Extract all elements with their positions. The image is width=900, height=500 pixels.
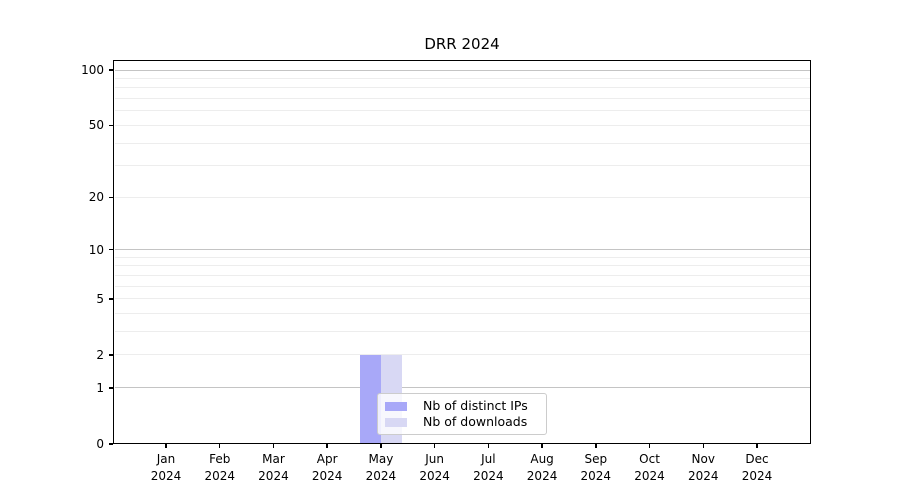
minor-gridline	[115, 98, 810, 100]
legend-swatch-distinct-ips-icon	[385, 401, 407, 411]
x-tick-mark	[165, 444, 167, 448]
y-tick-label: 20	[88, 190, 104, 205]
minor-gridline	[115, 354, 810, 356]
x-tick-mark	[756, 444, 758, 448]
x-tick-mark	[487, 444, 490, 448]
x-tick-label: Dec 2024	[741, 452, 773, 483]
y-tick-label: 100	[81, 63, 104, 77]
chart-title: DRR 2024	[424, 35, 500, 53]
x-tick-label: Feb 2024	[204, 452, 235, 483]
minor-gridline	[115, 124, 810, 126]
y-tick-mark	[108, 124, 113, 127]
y-tick-mark	[108, 196, 113, 199]
x-tick-mark	[595, 444, 597, 448]
x-tick-label: Mar 2024	[258, 452, 289, 483]
y-tick-mark	[108, 443, 113, 445]
major-gridline	[115, 249, 810, 251]
y-tick-label: 50	[88, 118, 104, 133]
x-tick-mark	[433, 444, 436, 448]
x-tick-label: Jul 2024	[473, 452, 504, 483]
x-tick-mark	[272, 444, 275, 448]
y-tick-mark	[108, 298, 113, 300]
x-tick-mark	[702, 444, 705, 448]
y-tick-mark	[108, 248, 113, 251]
minor-gridline	[115, 196, 810, 198]
x-tick-label: Jan 2024	[150, 452, 182, 483]
legend: Nb of distinct IPs Nb of downloads	[377, 393, 547, 435]
legend-item-downloads: Nb of downloads	[385, 414, 540, 430]
y-tick-label: 0	[96, 437, 104, 451]
x-tick-mark	[380, 444, 382, 448]
x-tick-label: Sep 2024	[580, 452, 612, 483]
minor-gridline	[115, 110, 810, 112]
x-tick-label: Oct 2024	[634, 452, 665, 483]
minor-gridline	[115, 331, 810, 333]
minor-gridline	[115, 313, 810, 315]
x-tick-label: Apr 2024	[311, 452, 343, 483]
major-gridline	[115, 387, 810, 389]
x-tick-label: Nov 2024	[687, 452, 719, 483]
x-tick-label: May 2024	[365, 452, 397, 483]
x-tick-label: Aug 2024	[526, 452, 558, 483]
legend-label-distinct-ips: Nb of distinct IPs	[423, 398, 528, 413]
minor-gridline	[115, 285, 810, 287]
minor-gridline	[115, 77, 810, 79]
y-tick-label: 10	[88, 242, 104, 257]
x-tick-mark	[218, 444, 221, 448]
x-tick-mark	[541, 444, 543, 448]
y-tick-label: 2	[96, 347, 104, 362]
y-tick-label: 5	[96, 291, 104, 306]
y-tick-mark	[108, 354, 113, 356]
minor-gridline	[115, 265, 810, 267]
y-tick-mark	[108, 69, 113, 71]
minor-gridline	[115, 274, 810, 276]
legend-label-downloads: Nb of downloads	[423, 414, 528, 429]
legend-swatch-downloads-icon	[385, 417, 407, 427]
minor-gridline	[115, 256, 810, 258]
x-tick-mark	[648, 444, 651, 448]
x-tick-mark	[326, 444, 328, 448]
x-tick-label: Jun 2024	[419, 452, 450, 483]
major-gridline	[115, 69, 810, 71]
minor-gridline	[115, 87, 810, 89]
legend-item-distinct-ips: Nb of distinct IPs	[385, 398, 540, 414]
bar-may-series0	[359, 354, 381, 444]
y-tick-mark	[108, 387, 113, 389]
y-tick-label: 1	[96, 380, 104, 395]
minor-gridline	[115, 165, 810, 167]
minor-gridline	[115, 142, 810, 144]
minor-gridline	[115, 298, 810, 300]
